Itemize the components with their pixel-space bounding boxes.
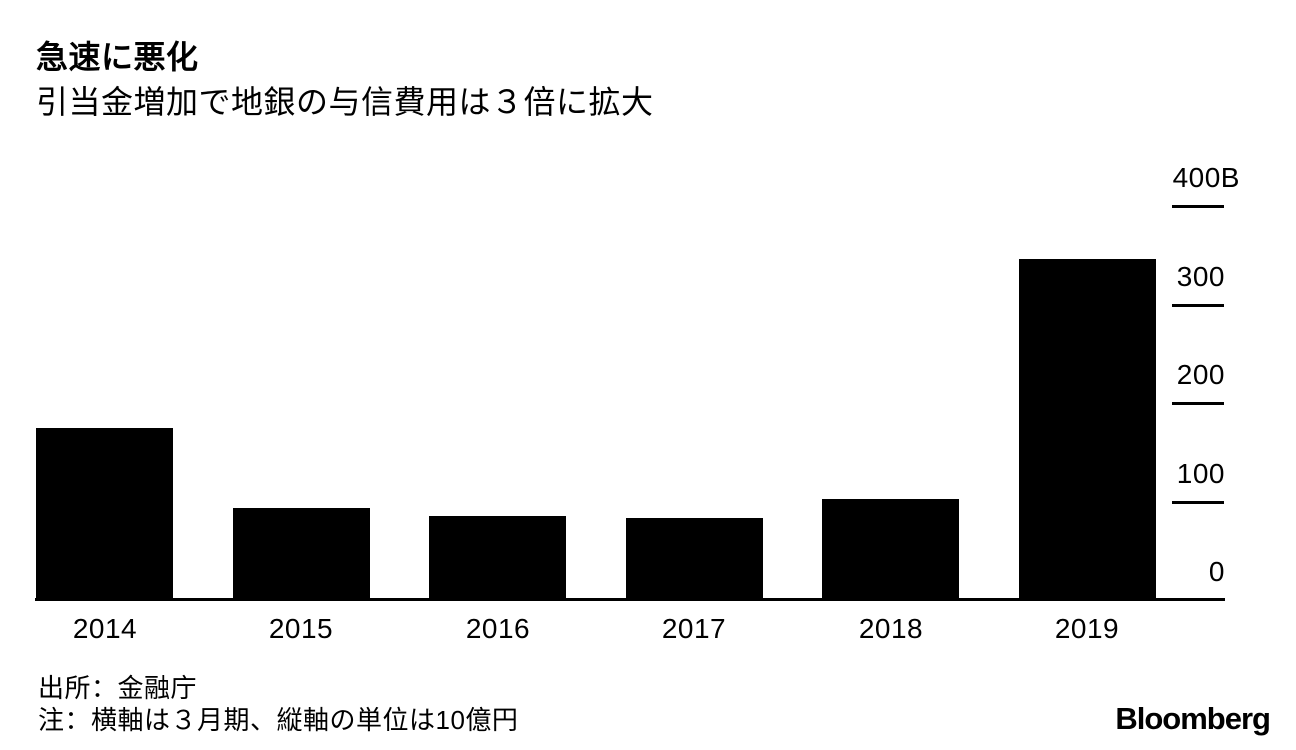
source-note: 出所：金融庁: [38, 673, 198, 703]
chart-header: 急速に悪化 引当金増加で地銀の与信費用は３倍に拡大: [36, 38, 936, 122]
y-tick-label-200: 200: [1176, 359, 1225, 390]
y-tick-label-400: 400B: [1172, 162, 1240, 193]
y-tick-line-100: [1172, 501, 1224, 504]
x-tick-label-2019: 2019: [1054, 613, 1120, 644]
chart-footer: 出所：金融庁 注：横軸は３月期、縦軸の単位は10億円: [38, 672, 518, 736]
y-tick-line-400: [1172, 205, 1224, 208]
x-tick-label-2017: 2017: [661, 613, 727, 644]
bar-2014: [36, 428, 173, 601]
y-tick-label-100: 100: [1176, 458, 1225, 489]
y-tick-line-200: [1172, 402, 1224, 405]
y-tick-line-300: [1172, 304, 1224, 307]
x-tick-label-2016: 2016: [465, 613, 531, 644]
y-tick-label-300: 300: [1176, 261, 1225, 292]
axis-unit-note: 注：横軸は３月期、縦軸の単位は10億円: [38, 705, 519, 735]
x-tick-label-2015: 2015: [268, 613, 334, 644]
bar-2019: [1019, 259, 1156, 601]
chart-title: 急速に悪化: [36, 39, 199, 75]
bar-2016: [429, 516, 566, 601]
bar-2017: [626, 518, 763, 601]
x-tick-label-2014: 2014: [72, 613, 138, 644]
bar-2015: [233, 508, 370, 601]
x-tick-label-2018: 2018: [858, 613, 924, 644]
bloomberg-logo: Bloomberg: [1115, 701, 1271, 736]
chart-subtitle: 引当金増加で地銀の与信費用は３倍に拡大: [36, 84, 654, 120]
y-tick-label-0: 0: [1208, 556, 1225, 587]
bar-2018: [822, 499, 959, 601]
